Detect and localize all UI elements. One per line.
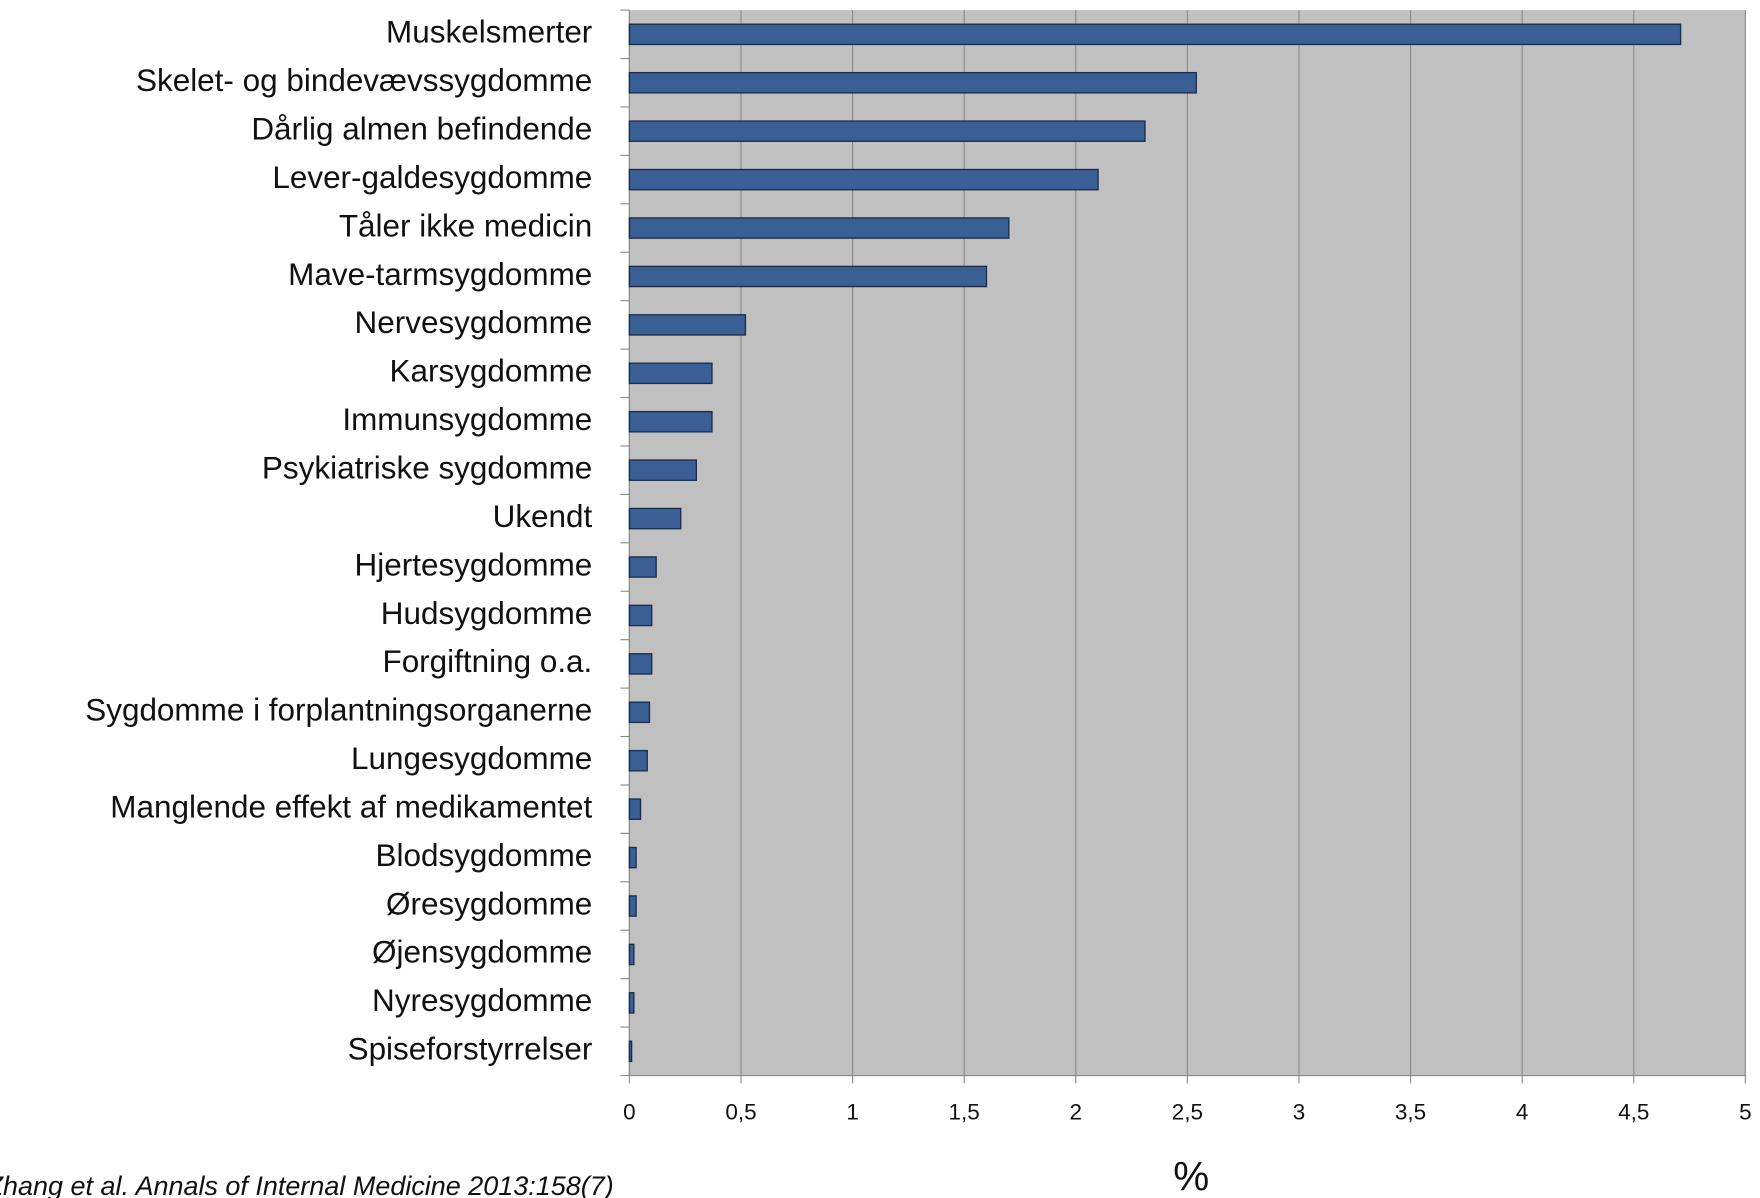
x-axis-label: %: [1173, 1154, 1209, 1198]
y-tick-label: Øresygdomme: [386, 886, 592, 921]
bar: [628, 314, 747, 336]
y-tick-label: Lungesygdomme: [351, 741, 592, 776]
bar: [628, 701, 651, 724]
x-tick-label: 1,5: [949, 1100, 980, 1125]
y-tick-label: Tåler ikke medicin: [339, 208, 592, 243]
bar: [628, 798, 642, 820]
x-tick-label: 1: [846, 1100, 858, 1125]
bar: [628, 23, 1682, 46]
y-tick-label: Psykiatriske sygdomme: [262, 450, 592, 485]
bar: [628, 507, 682, 530]
x-tick-label: 0,5: [725, 1100, 756, 1125]
y-tick-label: Muskelsmerter: [386, 15, 592, 50]
bar: [628, 604, 653, 627]
y-tick-label: Spiseforstyrrelser: [348, 1032, 593, 1067]
x-tick-label: 3: [1293, 1100, 1305, 1125]
bar: [628, 1040, 633, 1063]
y-tick-label: Forgiftning o.a.: [382, 644, 592, 679]
y-tick-label: Hudsygdomme: [381, 596, 593, 631]
bar: [628, 217, 1010, 239]
bar: [628, 846, 637, 869]
y-tick-label: Lever-galdesygdomme: [272, 160, 592, 195]
y-tick-label: Mave-tarmsygdomme: [288, 257, 592, 292]
y-tick-label: Nyresygdomme: [372, 983, 592, 1018]
x-tick-label: 5: [1739, 1100, 1752, 1125]
y-tick-label: Karsygdomme: [390, 354, 593, 389]
x-tick-label: 4: [1516, 1100, 1529, 1125]
bar: [628, 265, 988, 288]
bar: [628, 71, 1197, 94]
y-tick-label: Dårlig almen befindende: [251, 111, 592, 146]
x-tick-label: 4,5: [1618, 1100, 1649, 1125]
bar: [628, 749, 648, 772]
y-tick-label: Hjertesygdomme: [355, 547, 593, 582]
bar: [628, 120, 1146, 142]
y-tick-label: Blodsygdomme: [376, 838, 593, 873]
bar: [628, 168, 1099, 191]
x-tick-label: 3,5: [1395, 1100, 1426, 1125]
y-tick-label: Skelet- og bindevævssygdomme: [136, 63, 592, 98]
bar: [628, 410, 713, 433]
y-tick-label: Øjensygdomme: [372, 935, 592, 970]
source-note: Zhang et al. Annals of Internal Medicine…: [0, 1171, 614, 1198]
y-tick-label: Sygdomme i forplantningsorganerne: [85, 693, 592, 728]
x-tick-label: 2,5: [1172, 1100, 1203, 1125]
y-tick-label: Immunsygdomme: [342, 402, 592, 437]
bar: [628, 992, 635, 1014]
bar: [628, 362, 713, 385]
y-tick-label: Manglende effekt af medikamentet: [110, 789, 592, 824]
y-tick-label: Nervesygdomme: [355, 305, 593, 340]
x-tick-label: 0: [623, 1100, 636, 1125]
bar: [628, 556, 657, 578]
bar: [628, 653, 653, 675]
bar: [628, 943, 635, 966]
bar: [628, 895, 637, 917]
x-tick-label: 2: [1070, 1100, 1083, 1125]
y-tick-label: Ukendt: [493, 499, 593, 534]
bar: [628, 459, 698, 481]
